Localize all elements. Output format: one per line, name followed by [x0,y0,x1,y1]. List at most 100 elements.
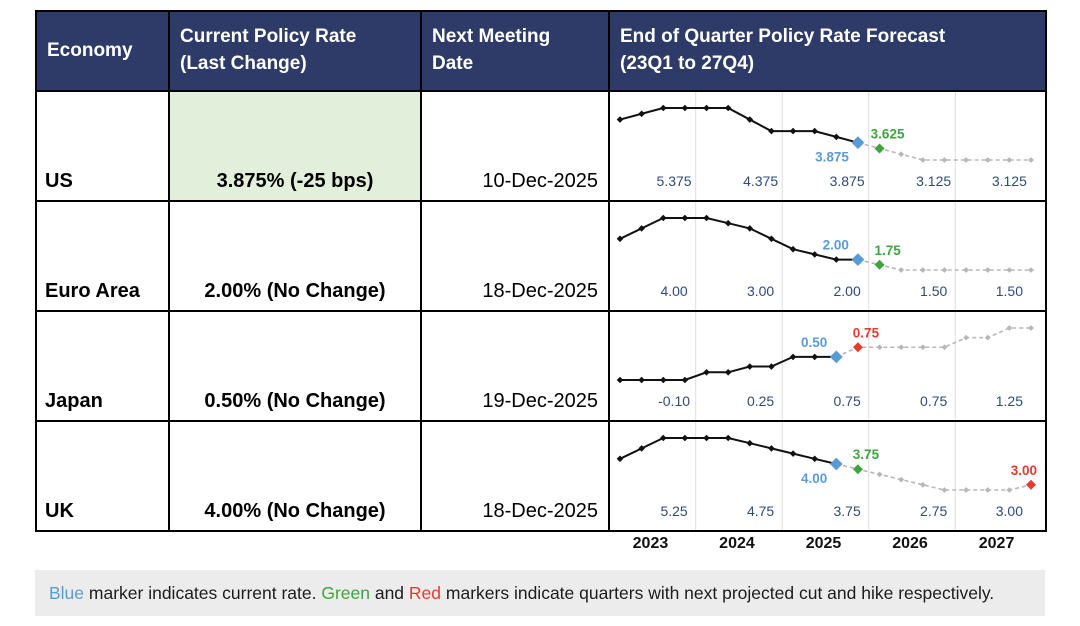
forecast-marker [984,157,991,163]
history-line [619,437,837,465]
forecast-marker [1006,157,1013,163]
current-rate-marker [851,253,865,266]
forecast-marker [984,487,991,493]
history-marker [789,353,797,361]
forecast-marker [876,471,883,478]
x-axis-row: 2023 2024 2025 2026 2027 [35,532,1045,558]
eoy-rate-label: 0.25 [747,393,774,409]
forecast-marker [898,476,905,483]
forecast-line [836,463,1032,491]
forecast-marker [919,344,926,351]
forecast-marker [941,344,948,351]
eoy-rate-label: 4.375 [743,173,778,189]
forecast-marker [876,344,883,351]
current-rate-euro-area: 2.00% (No Change) [168,200,422,312]
year-tick-label: 2026 [892,535,928,552]
x-axis-spacer [35,532,608,558]
history-marker [746,363,754,370]
forecast-line [835,327,1031,358]
economy-name-uk: UK [35,420,170,532]
header-next-meeting-line2: Date [432,53,474,74]
forecast-marker [1028,267,1034,273]
history-marker [703,214,710,222]
legend-blue-keyword: Blue [49,583,85,603]
meeting-date-euro-area: 18-Dec-2025 [420,200,610,312]
forecast-marker [1006,267,1013,273]
year-tick-label: 2023 [632,535,669,552]
header-forecast-line2: (23Q1 to 27Q4) [620,53,755,74]
history-marker [768,363,775,370]
eoy-rate-label: 3.125 [916,173,951,189]
current-rate-label: 3.875 [815,150,849,165]
forecast-marker [963,334,970,341]
year-tick-label: 2025 [805,535,842,552]
history-marker [703,104,710,112]
current-rate-japan: 0.50% (No Change) [168,310,422,422]
history-marker [638,376,645,384]
eoy-rate-label: 1.50 [996,283,1023,299]
eoy-rate-label: 4.75 [747,503,774,519]
legend-green-keyword: Green [321,583,370,603]
history-marker [638,445,645,452]
header-forecast: End of Quarter Policy Rate Forecast (23Q… [608,10,1047,92]
history-marker [681,376,689,384]
history-marker [703,368,710,376]
history-marker [768,127,775,135]
history-marker [811,127,818,135]
header-economy-line1: Economy [47,39,133,61]
legend-red-keyword: Red [408,583,442,603]
history-marker [789,127,797,135]
current-rate-marker [829,457,843,471]
history-marker [789,450,797,457]
eoy-rate-label: 5.375 [657,173,692,189]
table-row-japan: Japan 0.50% (No Change) 19-Dec-2025 0.50… [35,310,1047,422]
forecast-marker [963,157,970,163]
forecast-marker [941,487,948,493]
history-marker [768,445,775,452]
history-line [619,217,858,261]
eoy-rate-label: 3.75 [834,503,861,519]
header-row: Economy Current Policy Rate (Last Change… [35,10,1047,92]
economy-name-japan: Japan [35,310,170,422]
forecast-marker [984,267,991,273]
year-tick-label: 2027 [978,535,1015,552]
next-cut-label: 1.75 [874,243,901,258]
economy-name-euro-area: Euro Area [35,200,170,312]
meeting-date-japan: 19-Dec-2025 [420,310,610,422]
eoy-rate-label: 1.25 [996,393,1023,409]
current-rate-marker [829,350,843,364]
next-hike-label: 3.00 [1011,463,1037,478]
eoy-rate-label: 4.00 [660,283,687,299]
rate-forecast-sparkline-euro-area: 2.00 1.75 4.00 3.00 2.00 1.50 1.50 [616,202,1034,310]
eoy-rate-label: 1.50 [920,283,947,299]
legend-text: markers indicate quarters with next proj… [441,583,995,603]
meeting-date-us: 10-Dec-2025 [420,90,610,202]
eoy-rate-label: 3.875 [830,173,865,189]
economy-name-us: US [35,90,170,202]
forecast-marker [919,481,926,488]
meeting-date-uk: 18-Dec-2025 [420,420,610,532]
forecast-marker [898,267,905,273]
header-current-rate-line1: Current Policy Rate [180,26,357,48]
table-row-uk: UK 4.00% (No Change) 18-Dec-2025 4.00 3.7… [35,420,1047,532]
history-marker [659,214,667,222]
history-marker [789,245,797,253]
forecast-marker [1006,487,1013,493]
history-marker [659,376,667,384]
eoy-rate-label: 3.00 [996,503,1023,519]
forecast-chart-cell-euro-area: 2.00 1.75 4.00 3.00 2.00 1.50 1.50 [608,200,1047,312]
next-hike-marker [852,342,863,353]
eoy-rate-label: 0.75 [834,393,861,409]
history-marker [681,104,689,112]
header-economy: Economy [35,10,170,92]
forecast-marker [1028,157,1034,163]
eoy-rate-label: 3.00 [747,283,774,299]
policy-rate-table: Economy Current Policy Rate (Last Change… [35,10,1047,532]
eoy-rate-label: 3.125 [992,173,1027,189]
header-current-rate-line2: (Last Change) [180,53,307,74]
forecast-marker [898,344,905,351]
forecast-marker [898,151,905,158]
forecast-marker [1028,325,1034,331]
history-marker [638,225,645,232]
